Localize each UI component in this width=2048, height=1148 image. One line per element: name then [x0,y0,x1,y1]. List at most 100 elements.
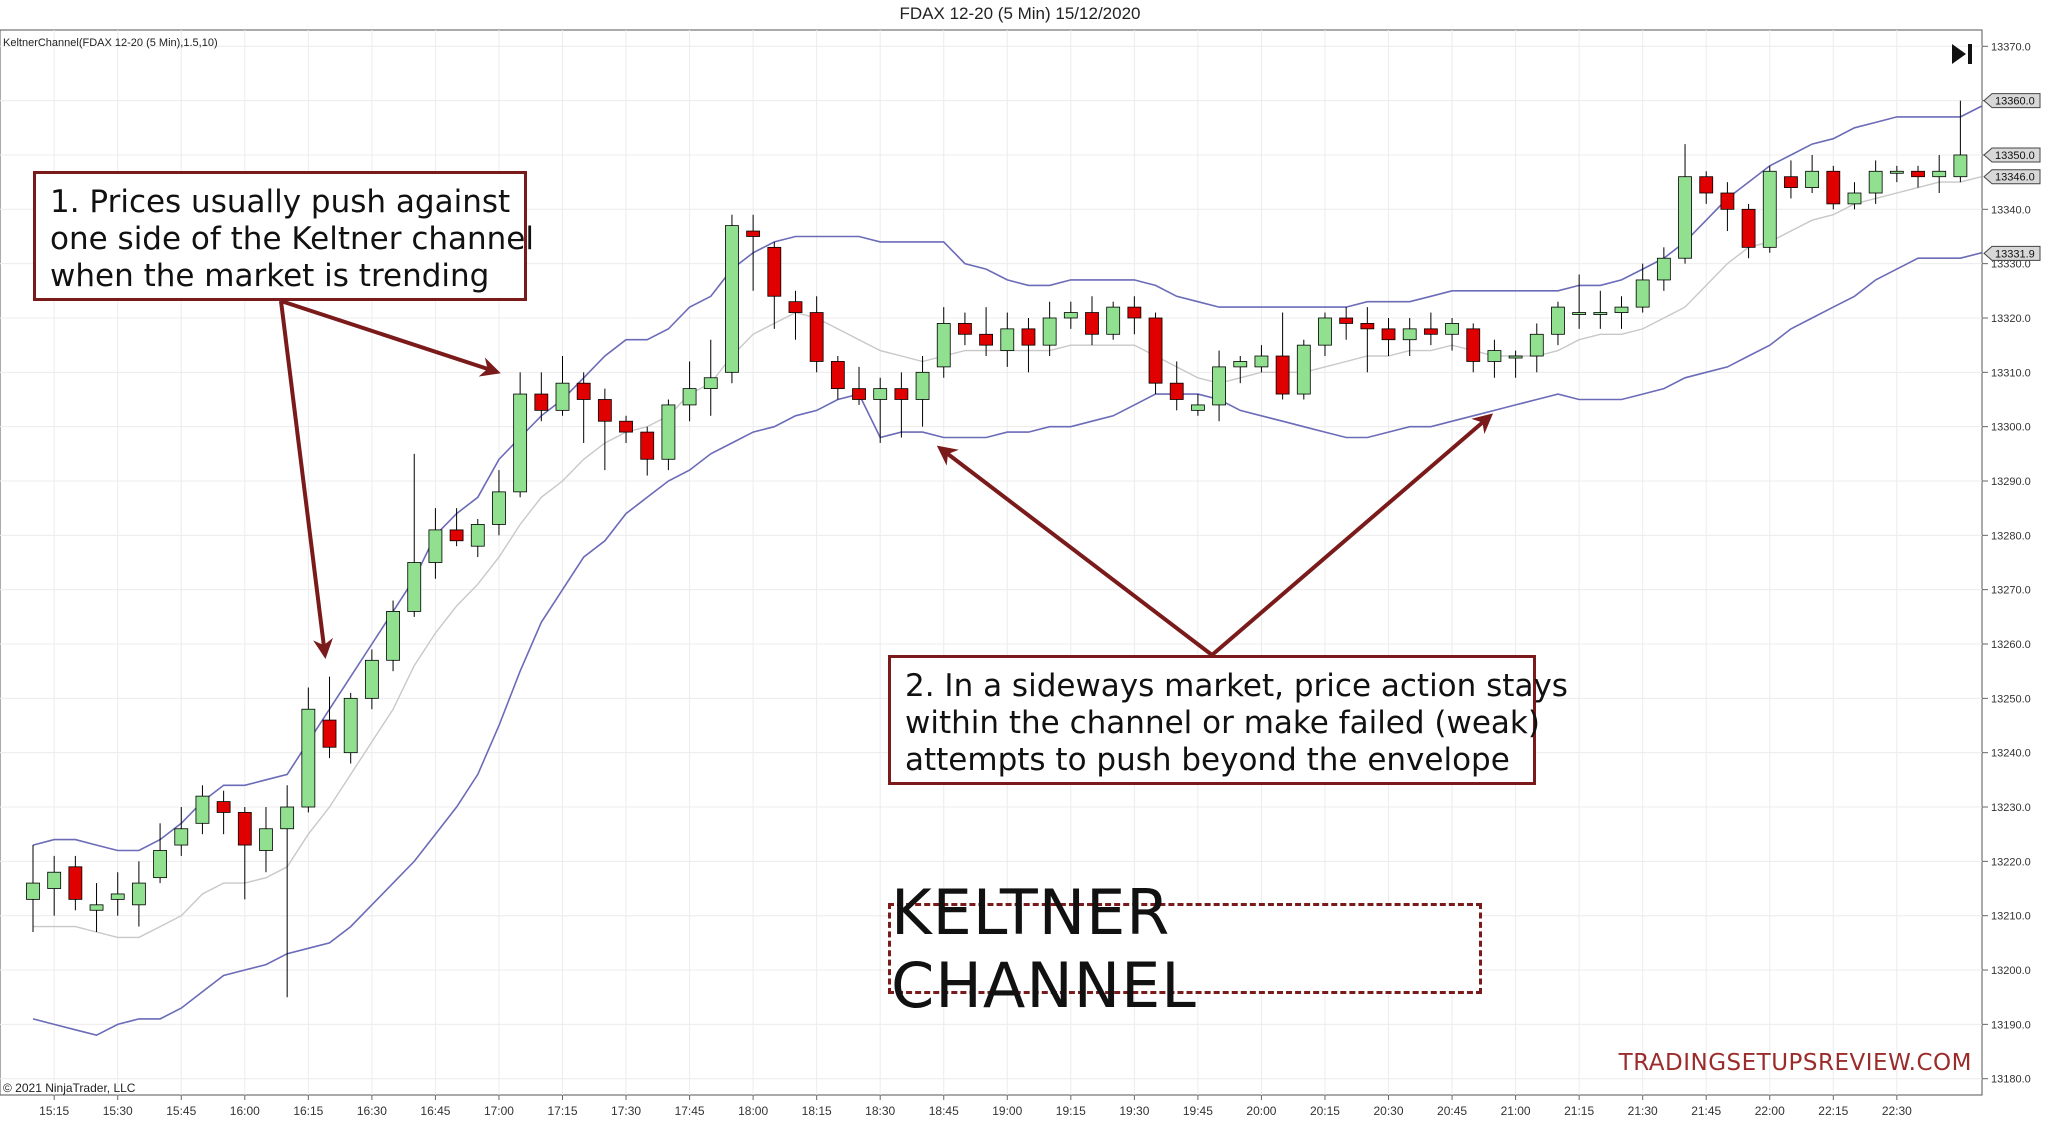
candle-up [1762,170,1777,248]
y-tick-label: 13310.0 [1991,367,2031,379]
candle-down [1275,355,1290,395]
candle-up [492,491,506,525]
x-tick-label: 20:30 [1374,1104,1404,1118]
plot-frame [0,29,1983,1096]
y-tick-label: 13300.0 [1991,422,2031,434]
x-tick-label: 21:45 [1691,1104,1721,1118]
candle-down [640,431,655,460]
annotation-trending: 1. Prices usually push against one side … [33,171,534,301]
candle-down [1381,328,1396,341]
candle-down [1148,317,1163,384]
candle-down [597,399,612,422]
candle-up [301,708,316,808]
y-tick-label: 13340.0 [1991,204,2031,216]
candle-up [682,388,697,406]
candle-down [894,388,909,400]
candle-up [26,882,40,900]
candle-down [449,529,464,542]
candle-up [1402,328,1417,341]
candle-down [237,812,252,846]
candle-up [1593,312,1608,315]
candle-up [1296,344,1311,395]
annotation-arrows [279,299,1494,659]
candle-up [1868,170,1883,194]
price-marker-tag [1983,169,2041,185]
candle-down [958,323,972,335]
candle-up [1508,355,1523,359]
x-tick-label: 15:15 [39,1104,69,1118]
candle-down [534,393,549,411]
candle-up [47,871,62,889]
candle-down [1720,192,1735,210]
x-tick-label: 16:00 [230,1104,260,1118]
candle-down [1169,382,1184,400]
candle-down [830,361,845,390]
chart-headline: KELTNER CHANNEL [888,876,1482,1022]
x-tick-label: 21:30 [1628,1104,1658,1118]
x-tick-label: 17:45 [675,1104,705,1118]
candles [26,100,1968,998]
candle-down [809,312,824,362]
candle-up [1445,323,1459,335]
annotation-line: one side of the Keltner channel [50,221,534,257]
x-tick-label: 20:15 [1310,1104,1340,1118]
x-tick-label: 18:15 [802,1104,832,1118]
candle-up [364,659,379,699]
candle-down [1784,176,1798,188]
candle-down [1360,323,1375,330]
candle-up [725,225,739,373]
candle-up [1678,176,1692,259]
price-marker-tag [1983,93,2041,109]
candle-up [915,371,930,400]
candle-up [470,524,485,547]
candle-up [1932,170,1947,178]
upper-band-line [32,105,1982,852]
price-marker-tag [1983,245,2041,261]
axes: 13370.0 13360.0 13350.0 13340.0 13330.0 13320… [39,41,2041,1118]
candle-down [1423,328,1438,335]
price-marker-label: 13346.0 [1995,172,2035,184]
annotation-line: 1. Prices usually push against [50,184,511,220]
y-tick-label: 13270.0 [1991,585,2031,597]
candle-up [131,882,146,906]
candle-down [1466,328,1481,362]
candle-up [343,697,358,754]
x-tick-label: 17:30 [611,1104,641,1118]
candle-up [1063,312,1078,319]
x-tick-label: 20:00 [1246,1104,1276,1118]
y-tick-label: 13200.0 [1991,965,2031,977]
candle-up [1953,154,1968,178]
candle-up [174,828,189,846]
candle-up [703,377,718,390]
candle-down [1826,170,1841,205]
y-tick-label: 13280.0 [1991,530,2031,542]
candle-down [322,719,337,748]
y-tick-label: 13290.0 [1991,476,2031,488]
x-tick-label: 19:00 [992,1104,1022,1118]
x-tick-label: 22:00 [1755,1104,1785,1118]
candle-up [936,323,951,368]
candle-down [1021,328,1036,346]
x-tick-label: 19:30 [1119,1104,1149,1118]
candle-up [1656,257,1671,281]
candle-up [1318,317,1332,346]
candle-up [661,404,676,460]
watermark: TRADINGSETUPSREVIEW.COM [1618,1050,1972,1076]
price-marker-tag [1983,147,2041,163]
candle-down [68,866,83,900]
candle-up [1000,328,1015,351]
x-tick-label: 16:30 [357,1104,387,1118]
price-marker-label: 13331.9 [1995,248,2035,260]
x-tick-label: 21:00 [1501,1104,1531,1118]
y-tick-label: 13250.0 [1991,693,2031,705]
x-tick-label: 18:30 [865,1104,895,1118]
lower-band-line [32,252,1982,1037]
y-tick-label: 13370.0 [1991,41,2031,53]
annotation-line: 2. In a sideways market, price action st… [905,668,1568,704]
x-tick-label: 16:45 [420,1104,450,1118]
candle-up [1212,366,1226,406]
candle-up [1847,192,1862,205]
skip-to-end-icon[interactable] [1948,40,1976,68]
candle-up [195,795,210,824]
x-tick-label: 17:00 [484,1104,514,1118]
